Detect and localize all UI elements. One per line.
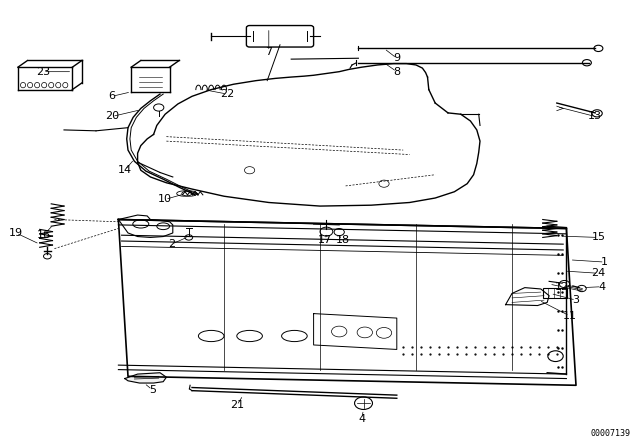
Text: 21: 21	[230, 401, 244, 410]
Text: 6: 6	[109, 91, 115, 101]
Text: 4: 4	[358, 414, 365, 424]
Text: 1: 1	[602, 257, 608, 267]
Text: 14: 14	[118, 165, 132, 175]
Text: 18: 18	[335, 235, 349, 245]
Text: 15: 15	[591, 233, 605, 242]
Polygon shape	[125, 373, 166, 383]
Text: 4: 4	[598, 282, 605, 292]
Text: 17: 17	[318, 235, 332, 245]
Text: 19: 19	[9, 228, 23, 238]
Text: 12: 12	[555, 282, 569, 292]
Text: 24: 24	[591, 268, 605, 278]
Text: 00007139: 00007139	[590, 429, 630, 438]
Text: 16: 16	[36, 230, 51, 240]
Text: 13: 13	[588, 112, 602, 121]
Text: 23: 23	[36, 67, 50, 77]
Text: 9: 9	[393, 53, 401, 63]
Text: 2: 2	[168, 239, 175, 249]
Text: 22: 22	[220, 89, 234, 99]
Text: 11: 11	[563, 311, 577, 321]
Text: 20: 20	[105, 112, 119, 121]
Text: 5: 5	[149, 385, 156, 395]
Text: 7: 7	[265, 47, 273, 56]
Text: 10: 10	[158, 194, 172, 204]
Text: 3: 3	[573, 295, 579, 305]
Text: 8: 8	[393, 67, 401, 77]
